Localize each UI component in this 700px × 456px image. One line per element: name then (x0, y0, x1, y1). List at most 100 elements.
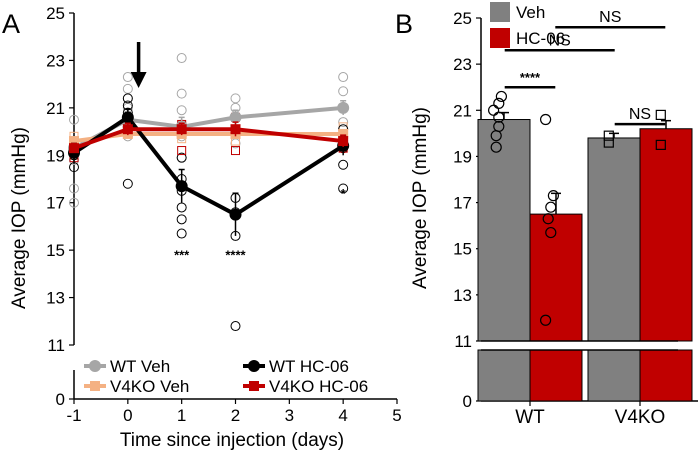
panel-a-point-wt-veh (69, 183, 79, 194)
panel-b-y-tick-label: 0 (463, 392, 472, 411)
panel-b-y-tick-label: 23 (453, 55, 472, 74)
panel-a-ylabel: Average IOP (mmHg) (9, 127, 30, 309)
legend-label-v4ko-veh: V4KO Veh (110, 377, 189, 396)
panel-b-bar-hc-06-v4ko (639, 128, 693, 342)
panel-b-point-hc-06 (539, 113, 552, 126)
panel-a-point-wt-veh (176, 105, 187, 116)
panel-b-point-veh (495, 90, 507, 103)
panel-a-mean-v4ko-hc-06 (69, 143, 79, 154)
panel-b-y-tick-label: 11 (454, 332, 472, 351)
panel-a-point-wt-veh (338, 117, 349, 128)
panel-b-bar-lower-hc-06-wt (529, 349, 583, 402)
panel-a-x-tick-label: 0 (123, 406, 132, 425)
panel-a-point-wt-veh (338, 86, 349, 97)
legend-label-wt-hc-06: WT HC-06 (269, 357, 349, 376)
panel-a-mean-v4ko-veh (338, 128, 349, 139)
panel-b-category-v4ko: V4KO (615, 407, 666, 428)
panel-b-y-tick-label: 17 (453, 194, 472, 213)
panel-b-point-hc-06 (545, 201, 557, 213)
panel-b-y-tick-label: 21 (453, 101, 472, 120)
panel-b-label: B (395, 9, 413, 39)
panel-b-point-veh (493, 97, 505, 109)
legend-marker-wt-veh (89, 360, 101, 372)
panel-a-significance: *** (174, 248, 190, 263)
panel-a-plot: *** ***** (68, 42, 350, 332)
panel-a-y-tick-label: 17 (46, 194, 65, 213)
panel-b-category-wt: WT (515, 407, 545, 428)
panel-a-x-tick-label: 5 (392, 406, 401, 425)
panel-a-mean-wt-hc-06 (175, 180, 188, 193)
panel-b-y-tick-label: 15 (453, 240, 472, 259)
panel-a-point-wt-hc-06 (230, 321, 241, 332)
panel-a-significance: * (341, 186, 347, 201)
panel-a-y-tick-label: 25 (46, 4, 65, 23)
panel-b-legend: Veh HC-06 (490, 2, 565, 48)
panel-a-point-wt-veh (69, 197, 79, 208)
legend-marker-v4ko-veh (90, 381, 100, 391)
injection-arrow-head (130, 72, 147, 88)
panel-a-mean-wt-veh (337, 101, 350, 114)
panel-a-point-wt-hc-06 (176, 152, 187, 163)
panel-b-y-tick-label: 25 (453, 9, 472, 28)
panel-b-plot: **** NS NS NS (473, 9, 700, 402)
legend-label-wt-veh: WT Veh (110, 357, 170, 376)
panel-b-comparison-label: NS (599, 9, 621, 26)
panel-a-point-v4ko-hc-06 (177, 146, 187, 156)
panel-a-mean-v4ko-hc-06 (122, 124, 133, 135)
panel-b-point-hc-06 (539, 314, 552, 326)
panel-b-point-hc-06 (547, 190, 560, 202)
legend-label-veh: Veh (516, 3, 545, 22)
panel-b-point-veh (488, 104, 500, 116)
panel-a-point-wt-veh (122, 83, 133, 94)
panel-a-point-wt-veh (176, 53, 187, 64)
panel-a-point-wt-hc-06 (176, 228, 187, 239)
panel-b-y-tick-label: 13 (453, 286, 472, 305)
panel-a-point-wt-veh (338, 72, 349, 83)
panel-a-y-tick-label: 13 (46, 289, 65, 308)
legend-label-hc-06: HC-06 (516, 29, 565, 48)
panel-a-x-tick-label: 4 (338, 406, 347, 425)
panel-a-point-wt-hc-06 (338, 183, 349, 194)
panel-a-point-wt-veh (122, 72, 133, 83)
panel-a-point-wt-veh (230, 93, 241, 104)
panel-b-y-tick-label: 19 (453, 147, 472, 166)
panel-a-mean-v4ko-hc-06 (230, 124, 241, 135)
panel-b-comparison-label: **** (520, 70, 541, 85)
panel-b-point-hc-06 (655, 109, 666, 121)
panel-a-point-wt-hc-06 (176, 214, 187, 225)
panel-b-bar-lower-veh-wt (477, 349, 531, 402)
panel-b-point-hc-06 (545, 226, 557, 239)
panel-a-significance: **** (225, 248, 246, 263)
legend-marker-wt-hc-06 (248, 360, 260, 372)
panel-a-point-wt-veh (176, 88, 187, 99)
legend-marker-v4ko-hc-06 (249, 381, 259, 391)
panel-a-point-wt-hc-06 (176, 202, 187, 213)
panel-a-xlabel: Time since injection (days) (120, 430, 344, 451)
panel-b-ylabel: Average IOP (mmHg) (410, 107, 431, 289)
panel-b-axis-break-gap (473, 342, 700, 349)
legend-label-v4ko-hc-06: V4KO HC-06 (269, 377, 368, 396)
panel-a-mean-v4ko-veh (69, 136, 79, 147)
panel-b-bar-lower-hc-06-v4ko (639, 349, 693, 402)
panel-b-comparison-label: NS (629, 106, 651, 123)
panel-a-mean-wt-veh (229, 111, 242, 124)
panel-a-y-tick-label: 15 (46, 241, 65, 260)
panel-a-y-tick-label: 11 (47, 336, 65, 355)
panel-a-point-wt-hc-06 (338, 159, 349, 170)
panel-b-point-veh (490, 141, 502, 153)
panel-a-y-tick-label: 23 (46, 51, 65, 70)
panel-a-x-tick-label: 2 (231, 406, 240, 425)
legend-swatch-hc-06 (490, 28, 510, 48)
panel-a-label: A (2, 9, 20, 39)
panel-a-y-tick-label: 19 (46, 146, 65, 165)
panel-a-mean-v4ko-hc-06 (176, 124, 187, 135)
panel-a-x-tick-label: -1 (66, 406, 81, 425)
panel-a-point-wt-hc-06 (122, 93, 133, 104)
panel-a-point-wt-hc-06 (69, 162, 79, 173)
legend-swatch-veh (490, 2, 510, 22)
panel-a-y-tick-label: 21 (46, 99, 65, 118)
panel-a-point-v4ko-hc-06 (231, 146, 240, 156)
panel-b-point-hc-06 (655, 139, 666, 150)
